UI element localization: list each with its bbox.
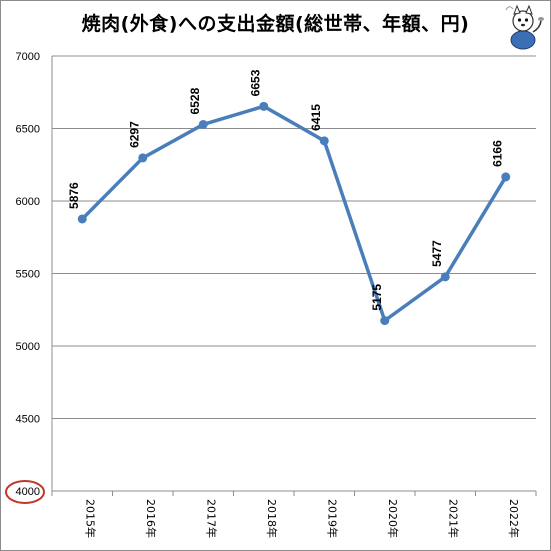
x-tick-label: 2020年 [386, 499, 400, 538]
y-tick-label: 7000 [16, 51, 40, 63]
x-tick-label: 2022年 [507, 499, 521, 538]
data-label: 5477 [430, 240, 444, 267]
data-label: 6653 [249, 69, 263, 96]
mascot-illustration [505, 4, 544, 50]
data-point [319, 136, 329, 146]
y-tick-label: 5500 [16, 269, 40, 281]
data-point [198, 119, 208, 129]
y-tick-label: 6500 [16, 124, 40, 136]
series-line [80, 104, 508, 323]
y-tick-label: 5000 [16, 341, 40, 353]
data-label: 5876 [67, 182, 81, 209]
data-point [138, 153, 148, 163]
data-point [501, 172, 511, 182]
data-label: 6528 [188, 87, 202, 114]
x-tick-label: 2019年 [325, 499, 339, 538]
highlight-circle [5, 480, 45, 504]
x-tick-label: 2018年 [265, 499, 279, 538]
x-tick-label: 2021年 [446, 499, 460, 538]
data-point [440, 272, 450, 282]
chart-title: 焼肉(外食)への支出金額(総世帯、年額、円) [81, 13, 470, 35]
data-label: 5175 [370, 284, 384, 311]
data-label: 6297 [128, 121, 142, 148]
x-tick-label: 2016年 [144, 499, 158, 538]
y-tick-label: 4500 [16, 414, 40, 426]
data-label: 6166 [491, 140, 505, 167]
y-tick-label: 4000 [16, 486, 40, 498]
data-point [259, 101, 269, 111]
data-label: 6415 [309, 104, 323, 131]
data-point [380, 316, 390, 326]
y-tick-label: 6000 [16, 196, 40, 208]
data-point [77, 214, 87, 224]
x-tick-label: 2015年 [83, 499, 97, 538]
x-tick-label: 2017年 [204, 499, 218, 538]
